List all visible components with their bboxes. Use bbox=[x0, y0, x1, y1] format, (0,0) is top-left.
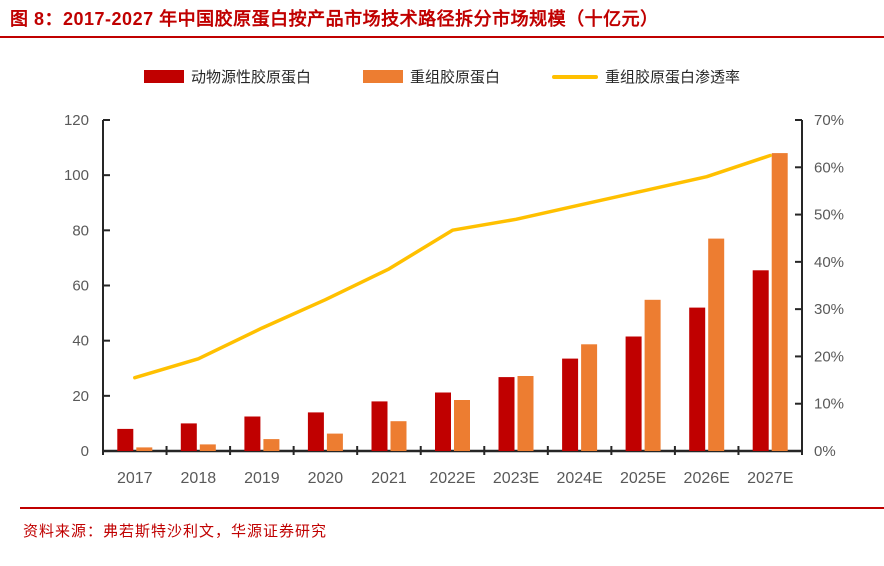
bar-recombinant-collagen-2019 bbox=[263, 439, 280, 451]
bar-recombinant-collagen-2017 bbox=[136, 447, 153, 451]
bar-animal-collagen-2026E bbox=[689, 307, 706, 451]
x-axis-category-label: 2018 bbox=[181, 470, 217, 487]
left-axis-tick-label: 120 bbox=[64, 112, 89, 129]
bar-recombinant-collagen-2025E bbox=[644, 299, 661, 451]
bar-recombinant-collagen-2026E bbox=[708, 238, 725, 451]
series-animal-collagen bbox=[117, 270, 769, 451]
bar-recombinant-collagen-2023E bbox=[517, 376, 534, 451]
bar-animal-collagen-2019 bbox=[244, 416, 261, 451]
legend-item-penetration-rate: 重组胶原蛋白渗透率 bbox=[552, 66, 740, 87]
right-axis-tick-label: 60% bbox=[814, 159, 844, 176]
right-axis-tick-label: 40% bbox=[814, 254, 844, 271]
right-axis-tick-label: 30% bbox=[814, 301, 844, 318]
chart-legend: 动物源性胶原蛋白 重组胶原蛋白 重组胶原蛋白渗透率 bbox=[0, 66, 884, 87]
chart-title: 图 8：2017-2027 年中国胶原蛋白按产品市场技术路径拆分市场规模（十亿元… bbox=[10, 9, 659, 29]
left-axis: 0 20 40 60 80 100 120 bbox=[64, 112, 110, 460]
right-axis: 0% 10% 20% 30% 40% 50% 60% 70% bbox=[795, 112, 844, 460]
left-axis-tick-label: 0 bbox=[81, 443, 89, 460]
legend-label-animal-collagen: 动物源性胶原蛋白 bbox=[190, 69, 311, 86]
x-axis-category-label: 2026E bbox=[684, 470, 730, 487]
x-axis-category-label: 2023E bbox=[493, 470, 539, 487]
legend-item-animal-collagen: 动物源性胶原蛋白 bbox=[143, 66, 311, 87]
right-axis-tick-label: 10% bbox=[814, 396, 844, 413]
bar-animal-collagen-2027E bbox=[752, 270, 769, 451]
legend-item-recombinant-collagen: 重组胶原蛋白 bbox=[362, 66, 500, 87]
bar-recombinant-collagen-2018 bbox=[199, 444, 216, 451]
x-axis-category-label: 2027E bbox=[747, 470, 793, 487]
legend-swatch-animal-collagen bbox=[143, 70, 184, 83]
right-axis-tick-label: 20% bbox=[814, 348, 844, 365]
bar-animal-collagen-2025E bbox=[625, 336, 642, 451]
x-axis-category-label: 2019 bbox=[244, 470, 280, 487]
bar-recombinant-collagen-2022E bbox=[454, 400, 470, 451]
left-axis-tick-label: 60 bbox=[72, 278, 89, 295]
left-axis-tick-label: 40 bbox=[72, 333, 89, 350]
line-penetration-rate bbox=[133, 153, 772, 380]
bar-animal-collagen-2018 bbox=[180, 423, 197, 451]
bar-recombinant-collagen-2024E bbox=[581, 344, 598, 451]
left-axis-tick-label: 20 bbox=[72, 388, 89, 405]
right-axis-tick-label: 50% bbox=[814, 207, 844, 224]
left-axis-tick-label: 80 bbox=[72, 222, 89, 239]
bar-animal-collagen-2020 bbox=[307, 412, 324, 451]
bar-animal-collagen-2023E bbox=[498, 377, 515, 451]
bar-animal-collagen-2021 bbox=[371, 401, 388, 451]
bar-animal-collagen-2024E bbox=[562, 358, 579, 451]
series-recombinant-collagen bbox=[136, 153, 788, 451]
source-attribution: 资料来源：弗若斯特沙利文，华源证券研究 bbox=[23, 524, 328, 540]
legend-swatch-recombinant-collagen bbox=[362, 70, 403, 83]
left-axis-tick-label: 100 bbox=[64, 167, 89, 184]
x-axis-category-label: 2021 bbox=[371, 470, 407, 487]
x-axis-category-label: 2024E bbox=[556, 470, 602, 487]
bar-recombinant-collagen-2021 bbox=[390, 421, 407, 451]
x-axis-category-label: 2022E bbox=[429, 470, 475, 487]
right-axis-tick-label: 0% bbox=[814, 443, 836, 460]
chart-header: 图 8：2017-2027 年中国胶原蛋白按产品市场技术路径拆分市场规模（十亿元… bbox=[0, 0, 884, 31]
x-axis-category-label: 2017 bbox=[117, 470, 153, 487]
bar-recombinant-collagen-2020 bbox=[326, 433, 343, 451]
legend-label-recombinant-collagen: 重组胶原蛋白 bbox=[409, 69, 500, 86]
bar-recombinant-collagen-2027E bbox=[771, 153, 788, 451]
title-divider bbox=[0, 36, 884, 38]
footer-divider bbox=[20, 507, 884, 509]
bar-animal-collagen-2022E bbox=[435, 392, 451, 451]
x-axis: 2017 2018 2019 2020 2021 2022E 2023E 2024E 2025E… bbox=[102, 446, 803, 487]
legend-label-penetration-rate: 重组胶原蛋白渗透率 bbox=[605, 69, 741, 86]
legend-swatch-penetration-rate bbox=[552, 74, 598, 79]
right-axis-tick-label: 70% bbox=[814, 112, 844, 129]
bar-animal-collagen-2017 bbox=[117, 428, 134, 451]
x-axis-category-label: 2020 bbox=[308, 470, 344, 487]
x-axis-category-label: 2025E bbox=[620, 470, 666, 487]
